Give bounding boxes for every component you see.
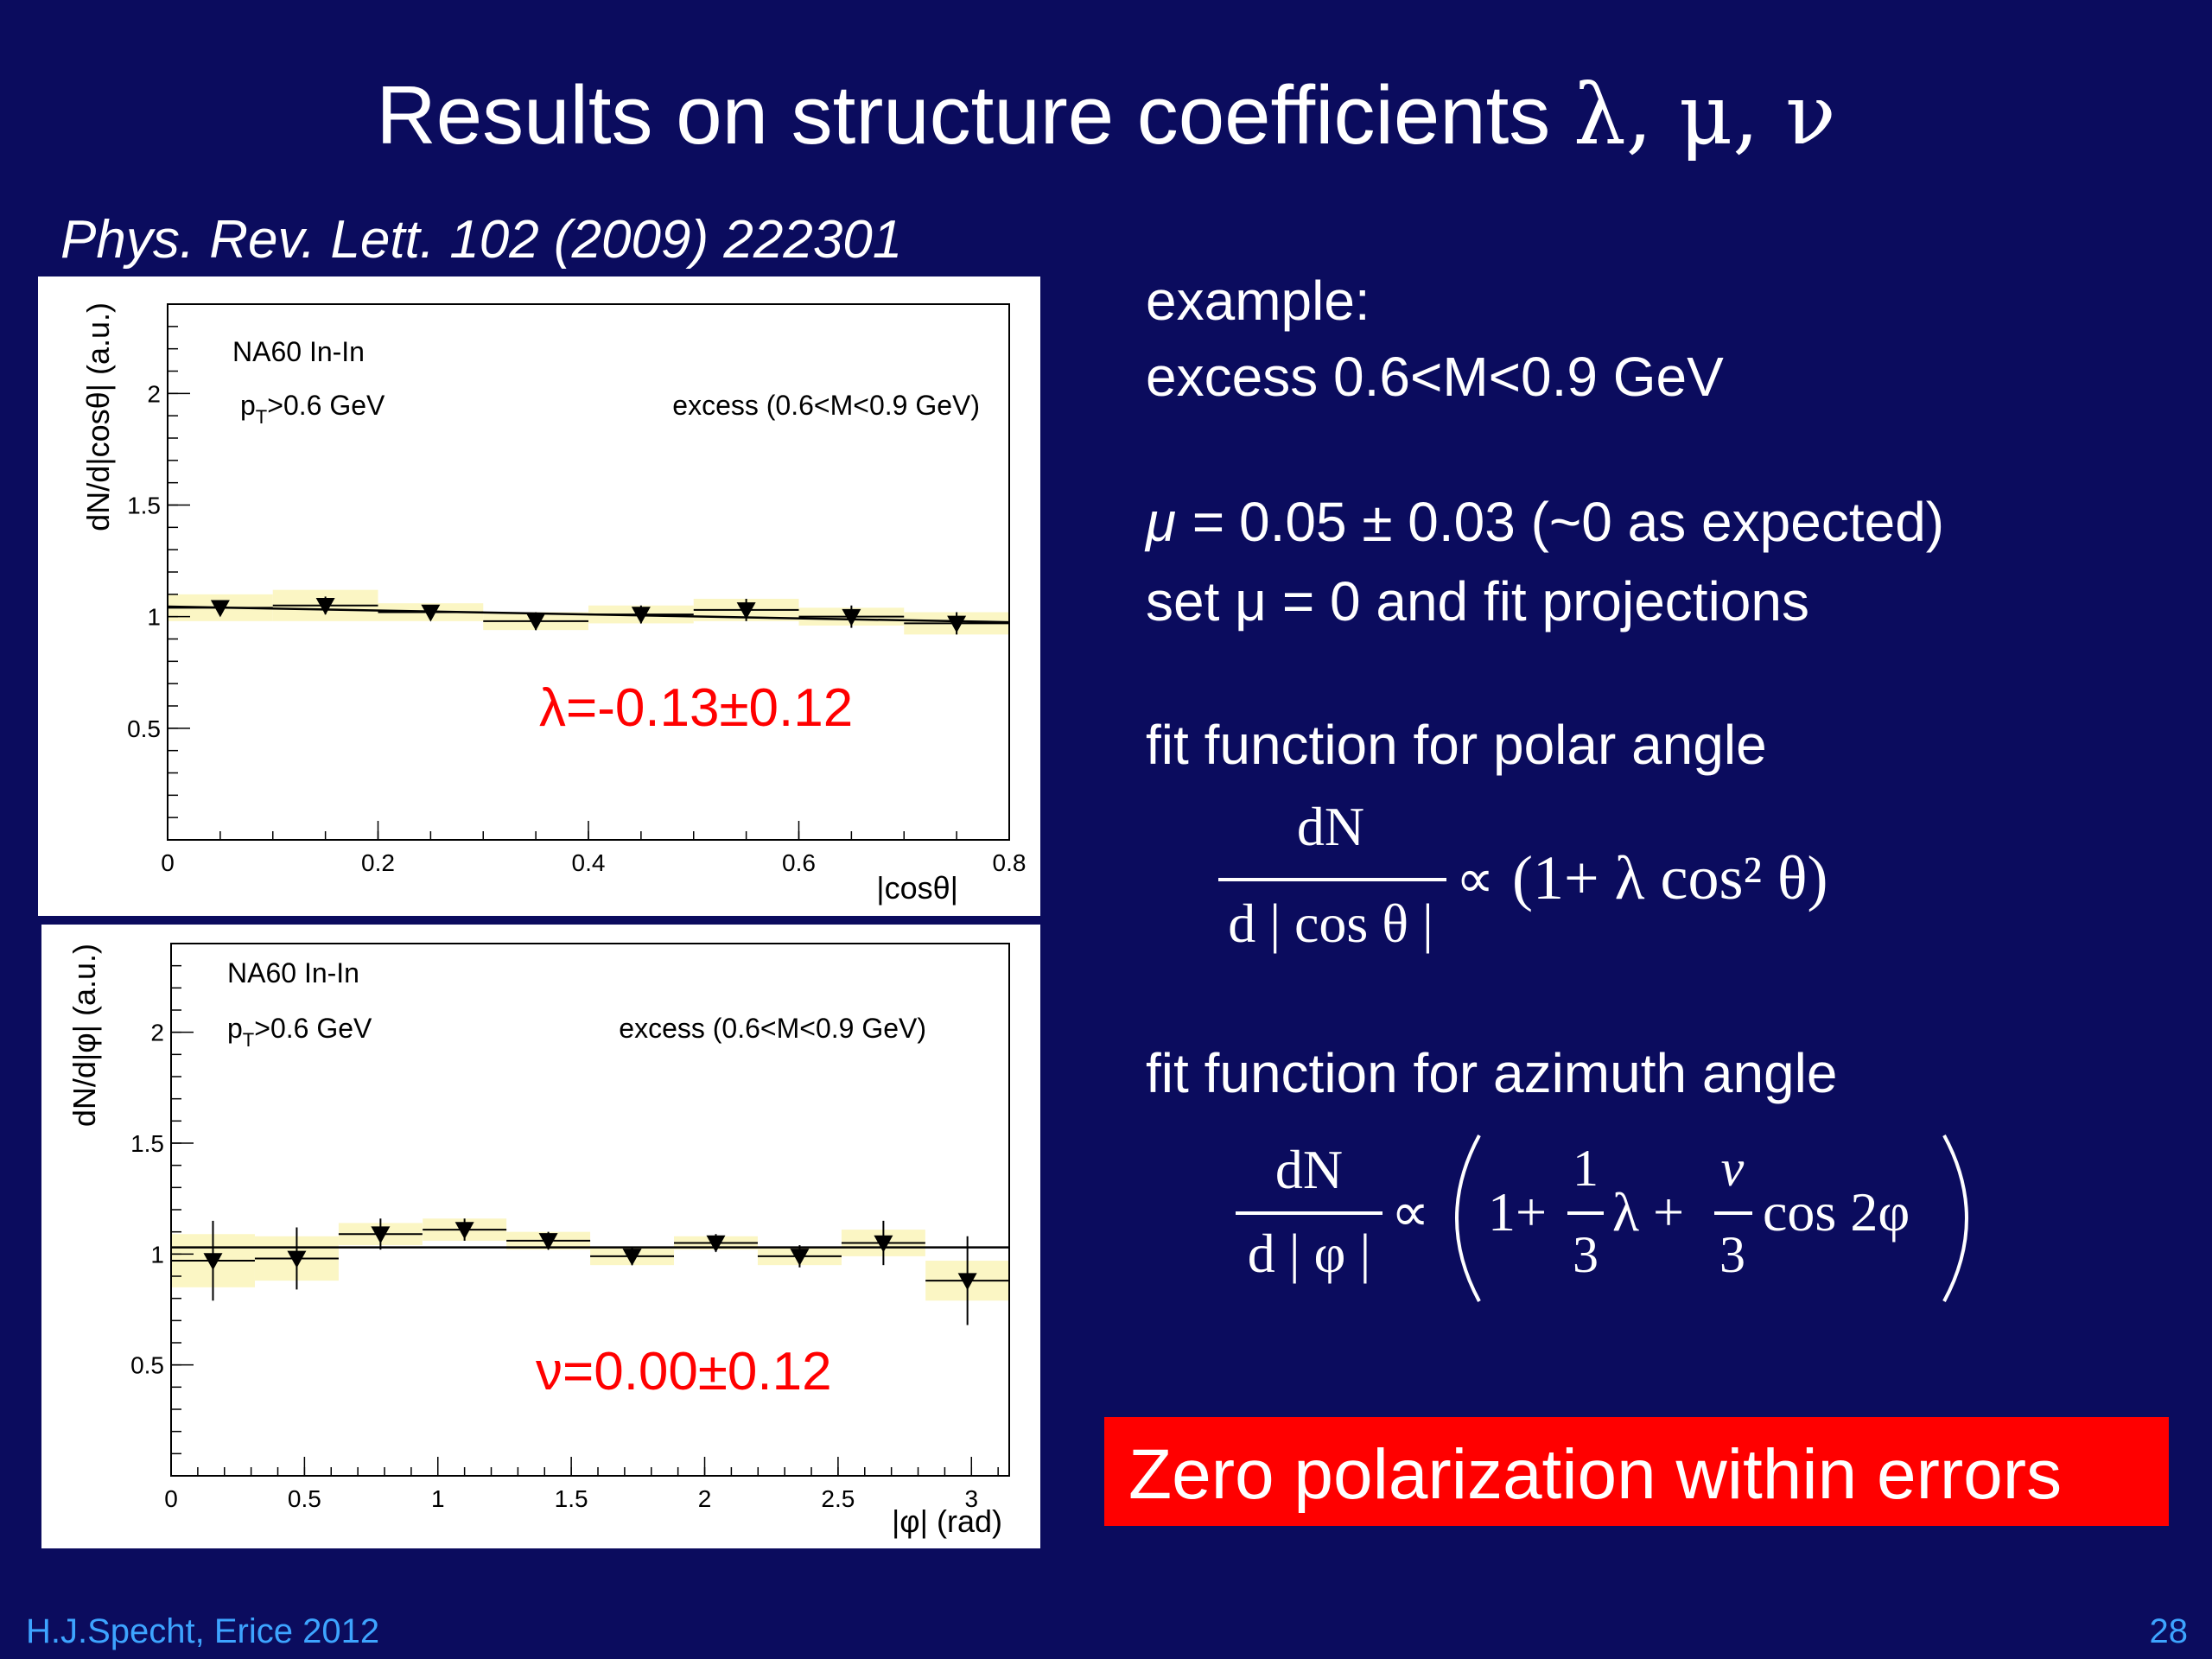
- chart-annotation-pt-cut: pT>0.6 GeV: [227, 1013, 372, 1051]
- data-point: [371, 1226, 391, 1244]
- frac2-numerator: ν: [1721, 1140, 1745, 1197]
- x-tick-label: 0.6: [782, 849, 816, 876]
- data-point: [526, 613, 546, 631]
- x-tick-label: 0: [161, 849, 175, 876]
- conclusion-text: Zero polarization within errors: [1128, 1435, 2063, 1514]
- y-tick-label: 2: [150, 1020, 164, 1046]
- title-text: Results on structure coefficients: [376, 69, 1573, 162]
- x-tick-label: 2.5: [821, 1485, 855, 1512]
- proportional-symbol: ∝: [1456, 850, 1494, 909]
- nu-result: ν=0.00±0.12: [536, 1342, 832, 1402]
- cos-theta-plot-panel: 0 0.2 0.4 0.6 0.8 0.5 1 1.5 2 NA60 In-In pT>0.6 …: [38, 276, 1040, 916]
- data-point: [203, 1253, 223, 1271]
- formula-lambda-plus: λ +: [1612, 1181, 1684, 1243]
- y-axis-label: dN/d|cosθ| (a.u.): [80, 302, 116, 531]
- y-tick-label: 2: [147, 380, 161, 407]
- chart-annotation-mass-range: excess (0.6<M<0.9 GeV): [619, 1013, 926, 1044]
- data-point: [874, 1235, 893, 1253]
- frac2-denominator: 3: [1719, 1226, 1745, 1283]
- polar-fit-formula: dN d | cos θ | ∝ (1+ λ cos² θ): [1218, 796, 1828, 954]
- chart-annotation-mass-range: excess (0.6<M<0.9 GeV): [672, 390, 980, 421]
- data-point: [957, 1273, 977, 1291]
- proportional-symbol: ∝: [1391, 1184, 1429, 1243]
- conclusion-box: Zero polarization within errors: [1104, 1417, 2169, 1526]
- x-tick-label: 1: [431, 1485, 445, 1512]
- frac1-denominator: 3: [1573, 1226, 1599, 1283]
- chart-annotation-experiment: NA60 In-In: [227, 957, 359, 988]
- pt-cut-rest: >0.6 GeV: [267, 390, 385, 421]
- frac1-numerator: 1: [1573, 1140, 1599, 1197]
- data-point: [736, 602, 756, 620]
- data-point: [538, 1233, 558, 1250]
- reference-citation: Phys. Rev. Lett. 102 (2009) 222301: [60, 210, 903, 270]
- formula-numerator: dN: [1275, 1139, 1343, 1200]
- y-tick-label: 1.5: [127, 493, 161, 519]
- phi-chart: 0 0.5 1 1.5 2 2.5 3 0.5 1 1.5 2 NA60 In-In pT>0.6 …: [67, 943, 1010, 1539]
- pt-cut-base: p: [227, 1013, 243, 1044]
- x-tick-label: 1.5: [555, 1485, 588, 1512]
- x-axis-label: |φ| (rad): [892, 1503, 1002, 1539]
- formula-numerator: dN: [1297, 796, 1364, 857]
- pt-cut-rest: >0.6 GeV: [254, 1013, 372, 1044]
- data-point: [790, 1249, 810, 1266]
- page-title: Results on structure coefficients λ, μ, …: [0, 67, 2212, 163]
- data-point: [842, 608, 861, 626]
- x-tick-label: 3: [964, 1485, 978, 1512]
- data-point: [622, 1249, 642, 1266]
- plot-frame: [167, 303, 1010, 841]
- phi-plot-panel: 0 0.5 1 1.5 2 2.5 3 0.5 1 1.5 2 NA60 In-In pT>0.6 …: [41, 925, 1040, 1548]
- data-point: [947, 615, 967, 633]
- formula-denominator: d | φ |: [1248, 1223, 1371, 1284]
- formula-one-plus: 1+: [1488, 1181, 1547, 1243]
- set-mu-text: set μ = 0 and fit projections: [1146, 570, 1809, 632]
- footer-slide-number: 28: [2149, 1612, 2189, 1650]
- azimuth-fit-formula: dN d | φ | ∝ 1+ 1 3 λ + ν 3 cos 2φ: [1236, 1135, 1968, 1302]
- x-tick-label: 0.4: [572, 849, 606, 876]
- x-tick-label: 2: [698, 1485, 712, 1512]
- footer-author: H.J.Specht, Erice 2012: [26, 1612, 380, 1650]
- data-point: [631, 607, 651, 625]
- data-point: [315, 597, 335, 615]
- pt-cut-base: p: [240, 390, 256, 421]
- formula-denominator: d | cos θ |: [1228, 893, 1433, 954]
- data-point: [210, 600, 230, 618]
- cos-theta-chart: 0 0.2 0.4 0.6 0.8 0.5 1 1.5 2 NA60 In-In pT>0.6 …: [80, 302, 1027, 906]
- mu-value: 0.05 ± 0.03 (~0 as expected): [1239, 491, 1945, 553]
- y-tick-label: 1: [150, 1241, 164, 1268]
- mu-label: μ =: [1146, 491, 1239, 553]
- left-paren: [1455, 1135, 1481, 1302]
- formula-body: (1+ λ cos² θ): [1512, 843, 1828, 912]
- data-point: [706, 1235, 726, 1253]
- x-axis-label: |cosθ|: [876, 870, 958, 906]
- title-greek-symbols: λ, μ, ν: [1573, 67, 1836, 163]
- y-tick-label: 1.5: [130, 1130, 164, 1157]
- pt-cut-sub: T: [243, 1029, 254, 1051]
- y-tick-label: 0.5: [127, 715, 161, 742]
- example-label: example:: [1146, 270, 1370, 332]
- data-point: [454, 1222, 474, 1240]
- x-tick-label: 0.8: [993, 849, 1027, 876]
- data-point: [421, 604, 441, 622]
- azimuth-angle-heading: fit function for azimuth angle: [1146, 1042, 1838, 1104]
- lambda-result: λ=-0.13±0.12: [539, 678, 853, 738]
- x-tick-label: 0.5: [288, 1485, 321, 1512]
- polar-angle-heading: fit function for polar angle: [1146, 714, 1767, 776]
- example-range: excess 0.6<M<0.9 GeV: [1146, 346, 1724, 408]
- formula-cos-term: cos 2φ: [1763, 1181, 1910, 1243]
- data-point: [287, 1250, 307, 1268]
- right-paren: [1942, 1135, 1968, 1302]
- y-tick-label: 0.5: [130, 1352, 164, 1379]
- x-tick-label: 0: [164, 1485, 178, 1512]
- chart-annotation-experiment: NA60 In-In: [232, 336, 365, 367]
- x-tick-label: 0.2: [361, 849, 395, 876]
- y-axis-label: dN/d|φ| (a.u.): [67, 944, 102, 1127]
- y-tick-label: 1: [147, 604, 161, 631]
- pt-cut-sub: T: [256, 406, 267, 428]
- chart-annotation-pt-cut: pT>0.6 GeV: [240, 390, 385, 428]
- mu-result: μ = 0.05 ± 0.03 (~0 as expected): [1146, 491, 1944, 555]
